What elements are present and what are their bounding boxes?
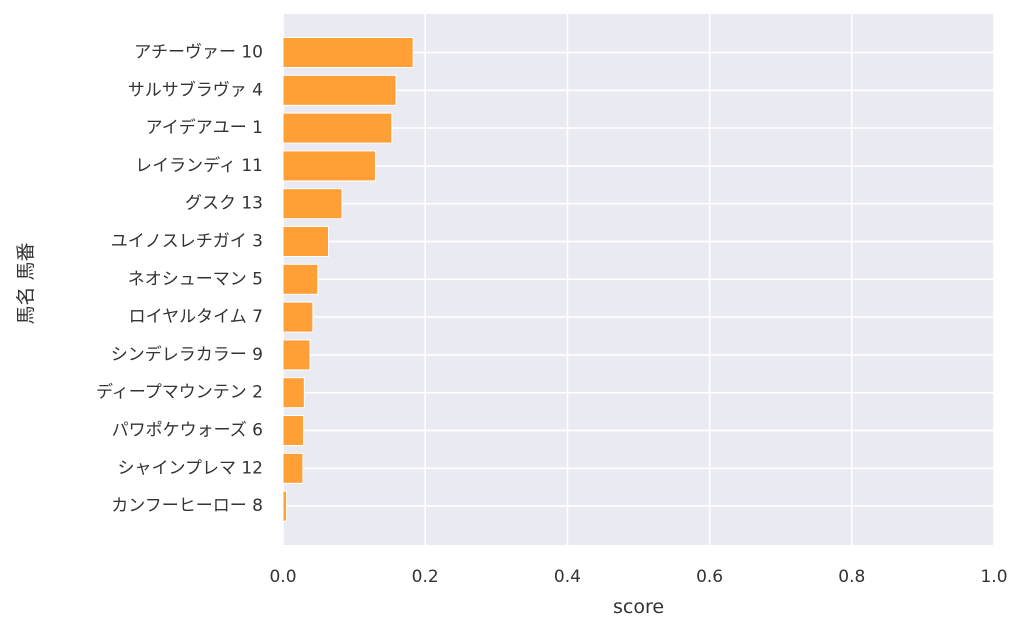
bar [282, 150, 376, 182]
y-tick-label: ネオシューマン 5 [128, 269, 263, 289]
bar [282, 263, 319, 295]
x-tick-label: 0.0 [269, 567, 296, 587]
y-tick-label: ユイノスレチガイ 3 [111, 232, 263, 252]
bar [282, 188, 343, 220]
y-tick-label: レイランディ 11 [135, 155, 263, 176]
bar [282, 339, 311, 371]
x-tick-label: 0.4 [554, 567, 581, 587]
x-tick-label: 0.6 [696, 567, 723, 587]
bar [282, 490, 288, 522]
y-tick-label: ディープマウンテン 2 [96, 382, 263, 403]
grid-lines [282, 14, 995, 545]
x-tick-label: 1.0 [980, 567, 1007, 587]
bar [282, 74, 397, 106]
bar [282, 377, 305, 409]
x-axis-label: score [613, 596, 664, 618]
bars [282, 37, 414, 522]
y-tick-label: ロイヤルタイム 7 [129, 307, 263, 327]
y-tick-label: アチーヴァー 10 [134, 43, 263, 63]
x-tick-labels: 0.0 0.2 0.4 0.6 0.8 1.0 [269, 567, 1007, 587]
bar [282, 301, 314, 333]
y-tick-label: カンフーヒーロー 8 [111, 496, 263, 516]
bar [282, 226, 330, 257]
bar [282, 415, 305, 446]
y-tick-label: シンデレラカラー 9 [111, 344, 263, 365]
y-tick-label: シャインプレマ 12 [117, 458, 263, 478]
y-tick-label: グスク 13 [185, 194, 263, 214]
bar [282, 452, 304, 484]
bar [282, 112, 393, 144]
x-tick-label: 0.8 [838, 567, 865, 587]
y-tick-label: アイデアユー 1 [146, 117, 263, 138]
x-tick-label: 0.2 [412, 567, 439, 587]
y-axis-label: 馬名 馬番 [15, 242, 37, 324]
y-tick-label: サルサブラヴァ 4 [128, 79, 263, 100]
y-tick-labels: アチーヴァー 10 サルサブラヴァ 4 アイデアユー 1 レイランディ 11 グスク 1… [96, 43, 263, 517]
y-tick-label: パワポケウォーズ 6 [112, 421, 263, 441]
bar [282, 37, 414, 68]
